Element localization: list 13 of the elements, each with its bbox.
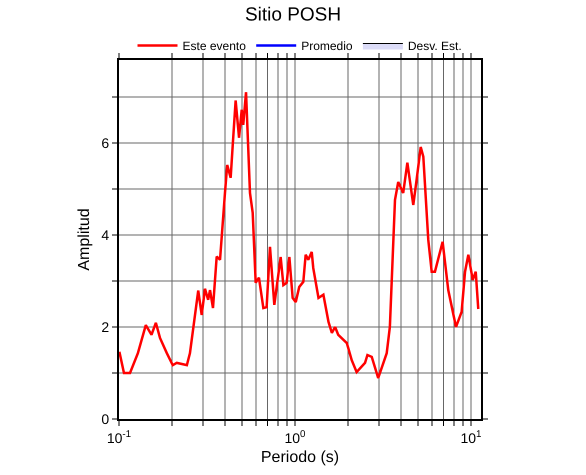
x-tick-label: 10$^{0}$ (284, 428, 306, 446)
y-tick-label: 2 (101, 318, 110, 335)
y-tick-label: 4 (101, 226, 110, 243)
legend-label: Promedio (301, 39, 353, 54)
x-tick-label: 10$^{-1}$ (106, 428, 132, 446)
y-tick-label: 6 (101, 134, 110, 151)
legend-label: Desv. Est. (408, 39, 462, 54)
chart-title: Sitio POSH (244, 4, 342, 26)
y-axis-title: Amplitud (76, 208, 93, 271)
x-axis-title: Periodo (s) (260, 449, 340, 466)
legend-label: Este evento (182, 39, 246, 54)
x-tick-label: 10$^{1}$ (460, 428, 482, 446)
y-tick-label: 0 (101, 410, 110, 427)
